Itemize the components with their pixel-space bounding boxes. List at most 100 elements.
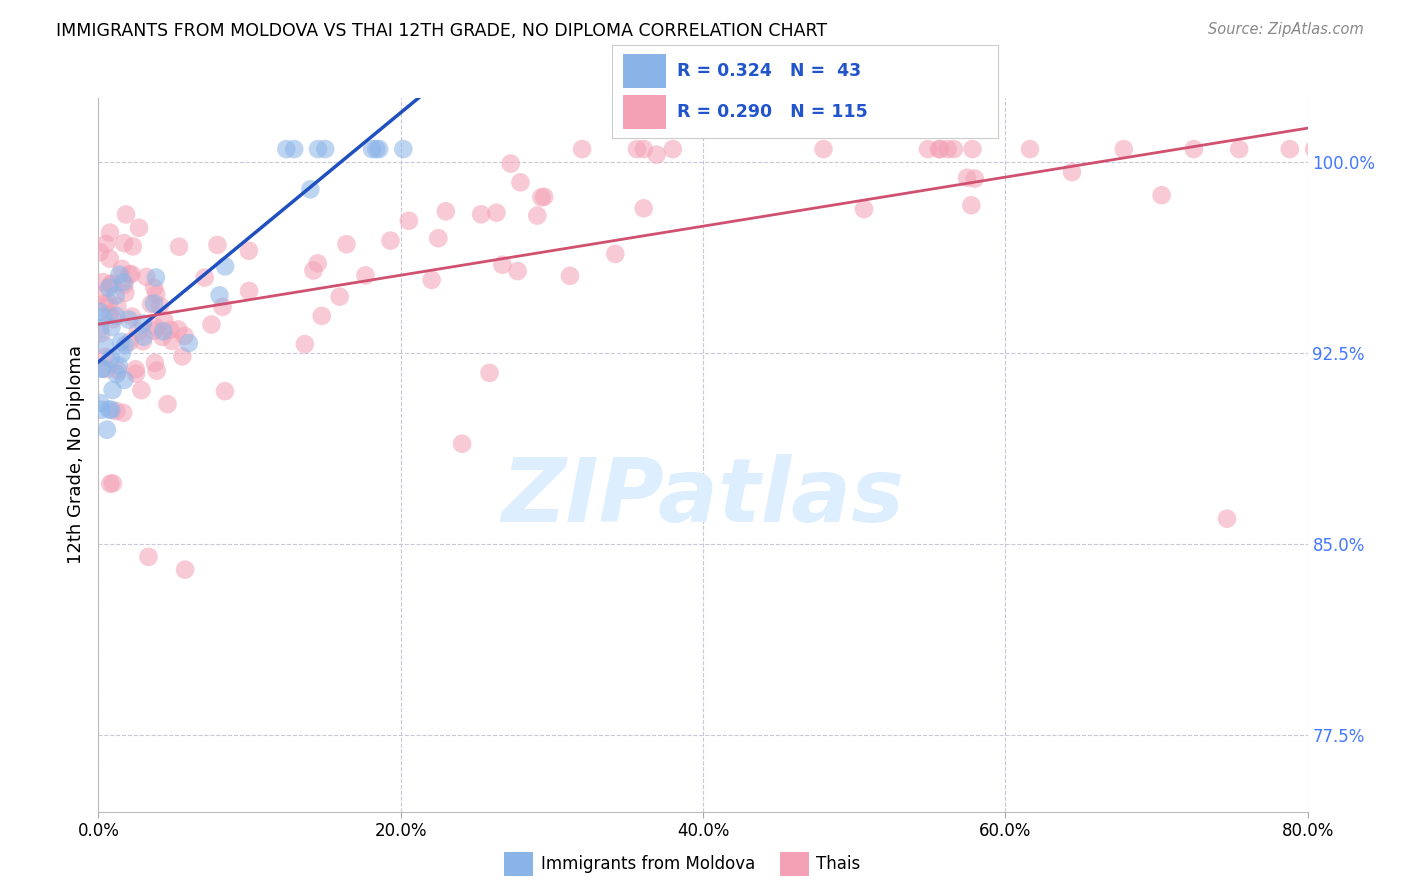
Point [105,404,128,418]
Point [93,338,115,352]
Point [125,367,148,381]
Point [135,269,157,284]
Point [174,563,197,577]
Point [329,290,352,304]
Point [98,226,121,240]
Point [530,190,553,204]
Bar [623,54,666,87]
Point [96,423,118,437]
Point [1278,142,1301,156]
Point [98,476,121,491]
Point [1303,142,1326,156]
Point [132,334,155,349]
Point [90,361,112,376]
Point [114,338,136,352]
Bar [623,95,666,129]
Point [526,209,548,223]
Point [491,258,513,272]
Point [101,277,124,291]
Point [1150,188,1173,202]
Point [558,268,581,283]
Point [89,321,111,335]
Point [91,275,114,289]
Point [662,142,685,156]
Point [89,245,111,260]
Point [167,322,190,336]
Point [107,359,129,373]
Point [499,156,522,170]
Point [104,288,127,302]
Point [211,300,233,314]
Point [143,324,166,338]
Point [478,366,501,380]
Point [172,350,194,364]
Point [571,142,593,156]
Point [283,142,305,156]
Point [110,334,132,349]
Bar [780,853,808,876]
Point [392,142,415,156]
Point [118,312,141,326]
Point [645,147,668,161]
Point [928,142,950,156]
Point [132,317,155,331]
Point [120,267,142,281]
Point [294,337,316,351]
Point [112,406,135,420]
Text: Immigrants from Moldova: Immigrants from Moldova [541,855,755,873]
Point [173,329,195,343]
Point [105,367,128,381]
Point [145,319,167,334]
Point [427,231,450,245]
Point [314,142,336,156]
Point [122,239,145,253]
Point [91,361,114,376]
Point [917,142,939,156]
Point [94,296,117,310]
Point [143,296,166,310]
Point [111,261,134,276]
Point [1060,165,1083,179]
Point [605,247,627,261]
Point [94,236,117,251]
Point [853,202,876,216]
Point [633,142,655,156]
Point [936,142,959,156]
Point [115,207,138,221]
Point [98,402,121,417]
Text: R = 0.324   N =  43: R = 0.324 N = 43 [678,62,862,79]
Point [118,334,141,349]
Point [145,364,167,378]
Point [98,308,121,322]
Point [94,350,117,364]
Point [160,334,183,348]
Point [121,310,143,324]
Point [307,142,329,156]
Point [153,313,176,327]
Point [90,402,112,417]
Text: ZIPatlas: ZIPatlas [502,454,904,541]
Point [156,397,179,411]
Point [299,182,322,196]
Point [214,384,236,399]
Point [98,252,121,266]
Point [485,205,508,219]
Point [89,287,111,301]
Point [533,190,555,204]
Point [962,142,984,156]
Point [100,403,122,417]
Point [152,324,174,338]
Point [194,270,217,285]
Text: IMMIGRANTS FROM MOLDOVA VS THAI 12TH GRADE, NO DIPLOMA CORRELATION CHART: IMMIGRANTS FROM MOLDOVA VS THAI 12TH GRA… [56,22,827,40]
Point [354,268,377,283]
Text: Source: ZipAtlas.com: Source: ZipAtlas.com [1208,22,1364,37]
Point [111,347,134,361]
Point [451,436,474,450]
Point [112,275,135,289]
Point [942,142,965,156]
Point [96,362,118,376]
Point [1019,142,1042,156]
Y-axis label: 12th Grade, No Diploma: 12th Grade, No Diploma [66,345,84,565]
Point [506,264,529,278]
Point [104,309,127,323]
